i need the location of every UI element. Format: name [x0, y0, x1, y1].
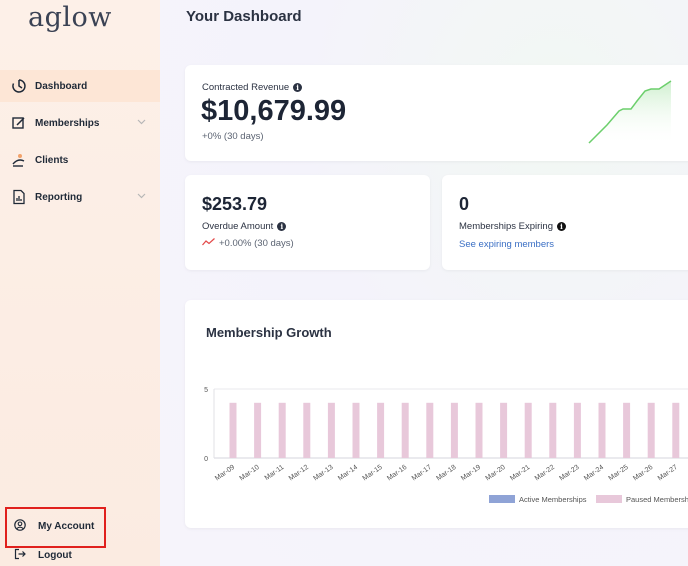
revenue-label: Contracted Revenue — [202, 82, 290, 93]
bar-paused[interactable] — [303, 402, 311, 458]
legend-swatch-paused[interactable] — [596, 495, 622, 503]
account-icon — [14, 519, 26, 534]
x-tick-label: Mar-23 — [558, 464, 580, 483]
bar-paused[interactable] — [327, 402, 335, 458]
reporting-icon — [11, 189, 27, 205]
sidebar: aglow Dashboard Memberships Clients Repo… — [0, 0, 160, 566]
bar-paused[interactable] — [475, 402, 483, 458]
overdue-label: Overdue Amount — [202, 221, 274, 232]
x-tick-label: Mar-14 — [337, 464, 359, 483]
memberships-expiring-card: 0 Memberships Expiring i See expiring me… — [442, 175, 688, 270]
app-logo[interactable]: aglow — [28, 2, 112, 33]
x-tick-label: Mar-20 — [485, 464, 507, 483]
x-tick-label: Mar-22 — [534, 464, 556, 483]
highlight-box — [5, 507, 106, 548]
my-account-label: My Account — [38, 521, 95, 532]
x-tick-label: Mar-13 — [312, 464, 334, 483]
overdue-value: $253.79 — [202, 194, 268, 214]
memberships-icon — [11, 115, 27, 131]
bar-paused[interactable] — [598, 402, 606, 458]
sidebar-item-label: Clients — [35, 154, 69, 166]
bar-paused[interactable] — [549, 402, 557, 458]
bar-paused[interactable] — [426, 402, 434, 458]
bar-paused[interactable] — [229, 402, 237, 458]
x-tick-label: Mar-27 — [657, 464, 679, 483]
y-tick-label: 5 — [204, 387, 208, 394]
sidebar-item-reporting[interactable]: Reporting — [0, 181, 160, 213]
logout-label: Logout — [38, 550, 72, 561]
bar-paused[interactable] — [672, 402, 680, 458]
bar-paused[interactable] — [278, 402, 286, 458]
x-tick-label: Mar-18 — [435, 464, 457, 483]
main-content: Your Dashboard Contracted Revenue i $10,… — [160, 0, 688, 566]
bar-paused[interactable] — [377, 402, 385, 458]
sidebar-item-label: Memberships — [35, 117, 100, 129]
see-expiring-members-link[interactable]: See expiring members — [459, 239, 555, 250]
x-tick-label: Mar-26 — [632, 464, 654, 483]
overdue-change: +0.00% (30 days) — [219, 238, 294, 249]
x-tick-label: Mar-17 — [411, 464, 433, 483]
chevron-down-icon[interactable] — [137, 191, 146, 203]
bar-paused[interactable] — [401, 402, 409, 458]
bar-paused[interactable] — [254, 402, 262, 458]
revenue-sparkline — [588, 80, 672, 145]
x-tick-label: Mar-16 — [386, 464, 408, 483]
x-tick-label: Mar-15 — [362, 464, 384, 483]
x-tick-label: Mar-21 — [509, 464, 531, 483]
logout-icon — [14, 548, 26, 563]
overdue-label-row: Overdue Amount i — [202, 221, 287, 232]
bar-paused[interactable] — [623, 402, 631, 458]
legend-swatch-active[interactable] — [489, 495, 515, 503]
x-tick-label: Mar-10 — [239, 464, 261, 483]
info-icon[interactable]: i — [556, 222, 566, 231]
info-icon[interactable]: i — [293, 83, 303, 92]
x-tick-label: Mar-11 — [264, 464, 286, 482]
growth-chart-title: Membership Growth — [206, 325, 332, 340]
page-title: Your Dashboard — [186, 8, 302, 25]
bar-paused[interactable] — [524, 402, 532, 458]
bar-paused[interactable] — [647, 402, 655, 458]
contracted-revenue-card: Contracted Revenue i $10,679.99 +0% (30 … — [185, 65, 688, 161]
my-account-link[interactable]: My Account — [14, 519, 94, 534]
sidebar-item-memberships[interactable]: Memberships — [0, 107, 160, 139]
revenue-value: $10,679.99 — [201, 95, 347, 127]
sidebar-item-clients[interactable]: Clients — [0, 144, 160, 176]
bar-paused[interactable] — [450, 402, 458, 458]
revenue-label-row: Contracted Revenue i — [202, 82, 303, 93]
clients-icon — [11, 152, 27, 168]
y-tick-label: 0 — [204, 456, 208, 463]
overdue-amount-card: $253.79 Overdue Amount i +0.00% (30 days… — [185, 175, 430, 270]
expiring-label: Memberships Expiring — [459, 221, 553, 232]
x-tick-label: Mar-12 — [288, 464, 310, 483]
sidebar-item-label: Dashboard — [35, 80, 88, 92]
trend-icon — [202, 238, 215, 249]
x-tick-label: Mar-24 — [583, 464, 605, 483]
expiring-value: 0 — [459, 194, 470, 214]
revenue-change: +0% (30 days) — [202, 131, 264, 142]
chevron-down-icon[interactable] — [137, 117, 146, 129]
x-tick-label: Mar-25 — [608, 464, 630, 483]
overdue-change-row: +0.00% (30 days) — [202, 238, 294, 249]
x-tick-label: Mar-19 — [460, 464, 482, 483]
bar-paused[interactable] — [573, 402, 581, 458]
legend-label-active[interactable]: Active Memberships — [519, 495, 587, 504]
logout-link[interactable]: Logout — [14, 548, 72, 563]
legend-label-paused[interactable]: Paused Memberships — [626, 495, 688, 504]
x-tick-label: Mar-09 — [214, 464, 236, 483]
expiring-label-row: Memberships Expiring i — [459, 221, 566, 232]
info-icon[interactable]: i — [277, 222, 287, 231]
membership-growth-card: Membership Growth 0 5 Mar-09 Mar-10 Mar-11 Ma… — [185, 300, 688, 528]
sidebar-item-label: Reporting — [35, 191, 83, 203]
bar-paused[interactable] — [500, 402, 508, 458]
bar-paused[interactable] — [352, 402, 360, 458]
dashboard-icon — [11, 78, 27, 94]
sidebar-item-dashboard[interactable]: Dashboard — [0, 70, 160, 102]
